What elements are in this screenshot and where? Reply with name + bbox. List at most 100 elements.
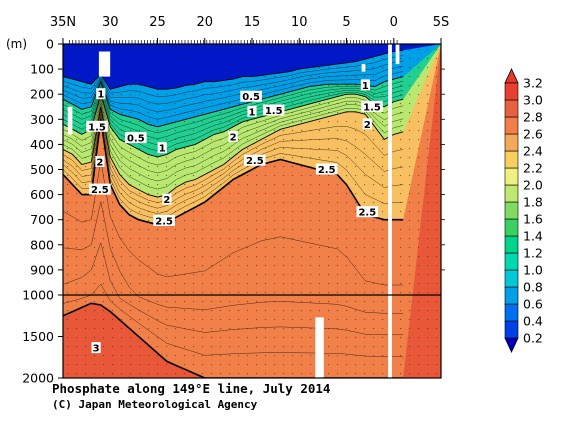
y-tick-label: 900 xyxy=(30,262,54,277)
x-tick-label: 0 xyxy=(390,15,398,30)
colorbar-segment xyxy=(504,269,519,288)
contour-label: 2.5 xyxy=(358,208,376,219)
colorbar-label: 2.2 xyxy=(523,161,543,176)
station-tick-marks xyxy=(69,40,398,44)
contour-label: 0.5 xyxy=(242,92,260,103)
colorbar-label: 3.2 xyxy=(523,76,543,91)
contour-label: 1.5 xyxy=(363,102,381,113)
contour-label: 2 xyxy=(364,120,371,131)
x-axis: 35N 30 25 20 15 10 5 0 5S xyxy=(50,15,449,44)
contour-label: 2 xyxy=(230,132,237,143)
contour-label: 2 xyxy=(96,158,103,169)
contour-label: 0.5 xyxy=(127,134,145,145)
colorbar-segment xyxy=(504,184,519,203)
contour-label: 1.5 xyxy=(265,106,283,117)
contour-label-bg xyxy=(247,105,257,117)
y-tick-label: 500 xyxy=(30,162,54,177)
colorbar-label: 2.8 xyxy=(523,110,543,125)
depth-unit-label: (m) xyxy=(6,37,27,51)
plot-area: 1 1.5 2 2.5 0.5 1 2 2.5 0.5 1 1.5 2 2.5 2.5 2.5 1 1.5 2 3 xyxy=(63,44,441,378)
chart-title: Phosphate along 149°E line, July 2014 xyxy=(52,381,331,396)
colorbar-segment xyxy=(504,167,519,186)
colorbar-label: 1.8 xyxy=(523,195,543,210)
x-tick-label: 5S xyxy=(433,15,450,30)
colorbar-label: 0.2 xyxy=(523,331,543,346)
colorbar-label: 0.4 xyxy=(523,314,543,329)
x-tick-label: 20 xyxy=(196,15,213,30)
y-tick-label: 1500 xyxy=(22,329,54,344)
contour-label-bg xyxy=(86,120,108,132)
contour-label: 2.5 xyxy=(318,165,336,176)
contour-label-bg xyxy=(244,154,266,166)
contour-label-bg xyxy=(228,130,238,142)
x-tick-label: 15 xyxy=(244,15,261,30)
contour-label-bg xyxy=(96,88,106,100)
y-tick-label: 600 xyxy=(30,187,54,202)
contour-label-bg xyxy=(360,79,370,91)
contour-label-bg xyxy=(91,342,101,354)
colorbar-label: 2.4 xyxy=(523,144,543,159)
no-data-gap xyxy=(98,51,111,77)
x-tick-label: 10 xyxy=(291,15,308,30)
contour-label-bg xyxy=(89,183,111,195)
contour-label-bg xyxy=(315,163,338,175)
credit-text: (C) Japan Meteorological Agency xyxy=(52,398,258,411)
colorbar-label: 1.0 xyxy=(523,263,543,278)
colorbar-label: 2.6 xyxy=(523,127,543,142)
y-tick-label: 0 xyxy=(46,37,54,52)
contour-label: 3 xyxy=(93,344,100,355)
colorbar-segment xyxy=(504,133,519,152)
no-data-gap xyxy=(388,44,392,378)
colorbar-segment xyxy=(504,218,519,237)
contour-label: 2.5 xyxy=(246,156,264,167)
contour-label: 1 xyxy=(362,81,369,92)
y-axis: 0 100 200 300 400 500 600 700 800 900 1000 1500 2000 xyxy=(22,37,445,386)
contour-label-bg xyxy=(95,156,105,167)
colorbar-label: 1.2 xyxy=(523,246,543,261)
y-tick-label: 200 xyxy=(30,87,54,102)
no-data-gap xyxy=(67,106,73,135)
contour-label-bg xyxy=(362,118,372,130)
y-tick-label: 2000 xyxy=(22,371,54,386)
colorbar-label: 1.6 xyxy=(523,212,543,227)
contour-label-bg xyxy=(162,193,172,205)
colorbar-segment xyxy=(504,201,519,220)
colorbar-label: 1.4 xyxy=(523,229,543,244)
contour-label-bg xyxy=(157,142,167,154)
no-data-regions xyxy=(67,44,400,378)
contour-label-bg xyxy=(356,206,379,218)
contour-label-bg xyxy=(153,215,175,226)
colorbar-label: 2.0 xyxy=(523,178,543,193)
colorbar-segment xyxy=(504,286,519,305)
y-tick-label: 1000 xyxy=(22,288,54,303)
colorbar-segment xyxy=(504,150,519,169)
colorbar-segment xyxy=(504,320,519,339)
colorbar: 0.2 0.4 0.6 0.8 1.0 1.2 1.4 1.6 1.8 2.0 2.2 2.4 2.6 2… xyxy=(504,68,543,353)
no-data-gap xyxy=(361,64,366,72)
contour-label: 2.5 xyxy=(91,185,109,196)
no-data-gap xyxy=(395,44,400,65)
contour-label: 1 xyxy=(159,144,166,155)
no-data-gap xyxy=(315,317,324,378)
colorbar-label: 3.0 xyxy=(523,93,543,108)
colorbar-segment xyxy=(504,116,519,135)
contour-labels: 1 1.5 2 2.5 0.5 1 2 2.5 0.5 1 1.5 2 2.5 2.5 2.5 1 1.5 2 3 xyxy=(86,79,383,355)
y-tick-label: 700 xyxy=(30,212,54,227)
contour-label: 1 xyxy=(249,107,256,118)
x-tick-label: 25 xyxy=(149,15,166,30)
y-tick-label: 800 xyxy=(30,237,54,252)
colorbar-segment xyxy=(504,252,519,271)
contour-label: 1.5 xyxy=(88,122,106,133)
colorbar-label: 0.8 xyxy=(523,280,543,295)
y-tick-label: 100 xyxy=(30,62,54,77)
contour-label: 2.5 xyxy=(155,217,173,228)
contour-label-bg xyxy=(361,100,383,112)
y-tick-label: 300 xyxy=(30,112,54,127)
colorbar-extend-high xyxy=(504,68,519,84)
contour-label: 2 xyxy=(163,195,170,206)
contour-label-bg xyxy=(125,132,147,144)
contour-label-bg xyxy=(240,90,262,102)
colorbar-segment xyxy=(504,99,519,118)
colorbar-extend-low xyxy=(504,337,519,353)
